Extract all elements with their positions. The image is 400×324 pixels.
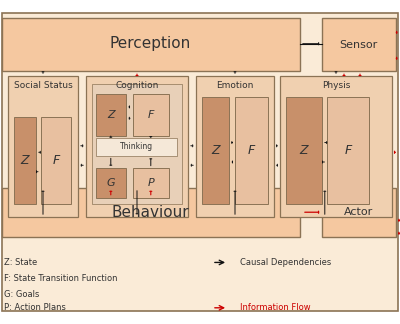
Text: Z: Z	[20, 154, 29, 167]
Text: Emotion: Emotion	[216, 81, 254, 90]
Bar	[133, 168, 169, 198]
Text: Behaviour: Behaviour	[111, 205, 189, 220]
Bar	[96, 138, 177, 156]
Bar	[2, 18, 300, 71]
Text: Cognition: Cognition	[115, 81, 159, 90]
Bar	[96, 168, 126, 198]
Text: G: Goals: G: Goals	[4, 290, 39, 299]
Text: Information Flow: Information Flow	[240, 303, 311, 312]
Bar	[86, 76, 188, 217]
Text: Thinking: Thinking	[120, 142, 153, 151]
Bar	[280, 76, 392, 217]
Text: P: P	[148, 178, 154, 188]
Bar	[286, 97, 322, 204]
Text: Z: Z	[300, 144, 308, 157]
Bar	[322, 188, 396, 237]
Text: F: F	[52, 154, 60, 167]
Bar	[327, 97, 369, 204]
Text: F: State Transition Function: F: State Transition Function	[4, 274, 118, 283]
Text: F: F	[345, 144, 352, 157]
Bar	[2, 188, 300, 237]
Text: P: Action Plans: P: Action Plans	[4, 303, 66, 312]
Bar	[96, 94, 126, 136]
Text: Perception: Perception	[109, 36, 191, 51]
Bar	[133, 94, 169, 136]
Text: Sensor: Sensor	[340, 40, 378, 50]
Text: F: F	[248, 144, 255, 157]
Bar	[235, 97, 268, 204]
Text: Z: State: Z: State	[4, 258, 37, 267]
Text: Social Status: Social Status	[14, 81, 72, 90]
Text: Physis: Physis	[322, 81, 350, 90]
Text: Z: Z	[107, 110, 115, 120]
Bar	[8, 76, 78, 217]
Bar	[202, 97, 229, 204]
Text: Causal Dependencies: Causal Dependencies	[240, 258, 331, 267]
Bar	[322, 18, 396, 71]
Bar	[14, 117, 36, 204]
Text: F: F	[148, 110, 154, 120]
Text: Actor: Actor	[344, 207, 374, 217]
Text: G: G	[106, 178, 115, 188]
Bar	[41, 117, 71, 204]
Bar	[196, 76, 274, 217]
Bar	[92, 84, 182, 204]
Text: Z: Z	[211, 144, 220, 157]
